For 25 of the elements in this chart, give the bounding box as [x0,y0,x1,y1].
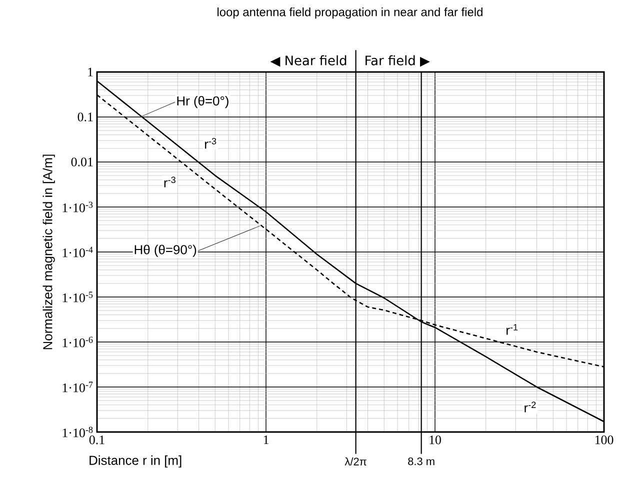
text: Far field ▶ [366,55,430,67]
annotation: r$^{-1}$ [506,324,518,335]
annotation: Hθ (θ=90°) [134,244,196,257]
y-tick-label: 0.1 [78,112,93,122]
y-tick-label: 1·10$^{-3}$ [62,202,93,212]
y-tick-label: 1 [88,68,93,76]
x-tick-label: 10 [430,436,441,444]
annotation: r$^{-3}$ [164,176,176,188]
chart-title: loop antenna field propagation in near and far field [218,8,482,19]
ref-line-label: 8.3 m [408,457,434,466]
y-tick-label: 1·10$^{-5}$ [62,292,93,302]
y-tick-label: 1·10$^{-4}$ [62,246,93,258]
x-axis-title: Distance r in [m] [90,455,182,468]
annotation: r$^{-2}$ [524,402,536,412]
y-axis-title: Normalized magnetic field in [A/m] [42,154,55,350]
y-tick-label: 1·10$^{-6}$ [62,336,93,348]
y-tick-label: 0.01 [71,158,93,166]
text: ◀ Near field [270,55,346,67]
x-tick-label: 1 [264,436,268,444]
x-tick-label: 100 [595,436,614,444]
x-tick-label: 0.1 [89,436,104,444]
annotation: Hr (θ=0°) [177,96,228,108]
y-tick-label: 1·10$^{-7}$ [62,382,93,392]
annotation: r$^{-3}$ [205,138,216,149]
ref-line-label: λ/2π [344,457,366,466]
